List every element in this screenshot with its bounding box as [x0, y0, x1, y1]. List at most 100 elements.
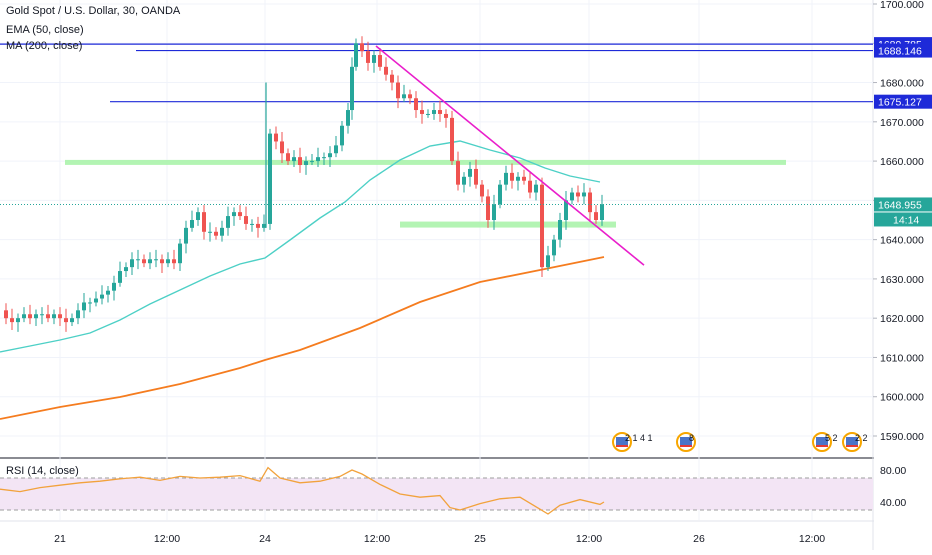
candle-body [256, 223, 260, 228]
candle-body [468, 168, 472, 177]
event-label: 2 2 [855, 433, 868, 443]
candle-body [378, 55, 382, 67]
candle-body [268, 133, 272, 224]
event-label: 2 1 4 1 [625, 433, 653, 443]
candle-body [600, 204, 604, 220]
candle-body [220, 227, 224, 236]
candle-body [142, 259, 146, 264]
legend-ma: MA (200, close) [6, 40, 83, 52]
candle-body [360, 43, 364, 52]
candle-body [154, 259, 158, 261]
candle-body [10, 318, 14, 323]
candle-body [298, 157, 302, 166]
candle-body [112, 282, 116, 291]
candle-body [522, 176, 526, 181]
rsi-band [0, 478, 873, 510]
candle-body [136, 259, 140, 261]
price-label-text: 1648.955 [878, 199, 922, 211]
candle-body [40, 314, 44, 316]
candle-body [70, 318, 74, 323]
event-flag-icon [846, 445, 858, 447]
legend-symbol: Gold Spot / U.S. Dollar, 30, OANDA [6, 5, 181, 17]
candle-body [22, 314, 26, 319]
candle-body [130, 259, 134, 268]
candle-body [390, 74, 394, 83]
candle-body [124, 267, 128, 272]
price-tick-label: 1600.000 [880, 392, 924, 404]
event-flag-icon [616, 445, 628, 447]
candle-body [444, 113, 448, 118]
trend-line [375, 45, 645, 266]
time-axis-label: 12:00 [799, 533, 825, 545]
ema-50-line [0, 140, 601, 353]
candle-body [76, 310, 80, 319]
event-label: 5 2 [825, 433, 838, 443]
price-tick-label: 1640.000 [880, 235, 924, 247]
candle-body [450, 117, 454, 162]
candle-body [504, 172, 508, 185]
candle-body [250, 223, 254, 225]
event-flag-icon [846, 437, 858, 445]
candle-body [148, 259, 152, 264]
price-label-box [874, 197, 932, 212]
candle-body [594, 212, 598, 220]
time-axis-label: 25 [474, 533, 486, 545]
rsi-tick-label: 40.00 [880, 497, 906, 509]
candle-body [208, 231, 212, 233]
candle-body [540, 184, 544, 268]
candle-body [486, 196, 490, 220]
event-flag-icon [816, 445, 828, 447]
price-axis-bg [874, 0, 932, 550]
support-zone-upper [65, 159, 786, 165]
candle-body [304, 161, 308, 166]
candle-body [196, 212, 200, 220]
candle-body [100, 294, 104, 299]
candle-body [516, 176, 520, 181]
candle-body [46, 314, 50, 319]
candle-body [94, 298, 98, 303]
candle-body [384, 66, 388, 75]
event-label: 8 [689, 433, 694, 443]
event-flag-icon [680, 437, 692, 445]
price-tick-label: 1610.000 [880, 352, 924, 364]
price-label-text: 1675.127 [878, 97, 922, 109]
candle-body [492, 204, 496, 220]
candle-body [118, 271, 122, 283]
time-axis-label: 21 [54, 533, 66, 545]
candle-body [408, 94, 412, 99]
candle-body [340, 125, 344, 146]
candle-body [462, 176, 466, 185]
candle-body [28, 314, 32, 319]
candle-body [588, 192, 592, 213]
rsi-line [0, 466, 605, 515]
candle-body [280, 141, 284, 154]
candle-body [420, 110, 424, 114]
countdown-box [874, 212, 932, 227]
price-label-text: 1688.146 [878, 46, 922, 58]
candle-body [226, 216, 230, 228]
candle-body [58, 314, 62, 319]
candle-body [432, 110, 436, 114]
candle-body [480, 184, 484, 197]
time-axis-label: 12:00 [154, 533, 180, 545]
candle-body [350, 66, 354, 111]
candle-body [438, 110, 442, 114]
candle-body [202, 212, 206, 232]
candle-body [334, 145, 338, 154]
event-flag-icon [616, 437, 628, 445]
candle-body [576, 192, 580, 197]
candle-body [474, 168, 478, 185]
candle-body [322, 157, 326, 159]
candle-body [372, 55, 376, 63]
candle-body [456, 161, 460, 185]
price-tick-label: 1670.000 [880, 117, 924, 129]
time-axis-label: 24 [259, 533, 271, 545]
candle-body [570, 192, 574, 201]
candle-body [262, 223, 266, 228]
candle-body [166, 259, 170, 264]
price-tick-label: 1590.000 [880, 431, 924, 443]
candle-body [172, 259, 176, 264]
candle-body [238, 212, 242, 217]
